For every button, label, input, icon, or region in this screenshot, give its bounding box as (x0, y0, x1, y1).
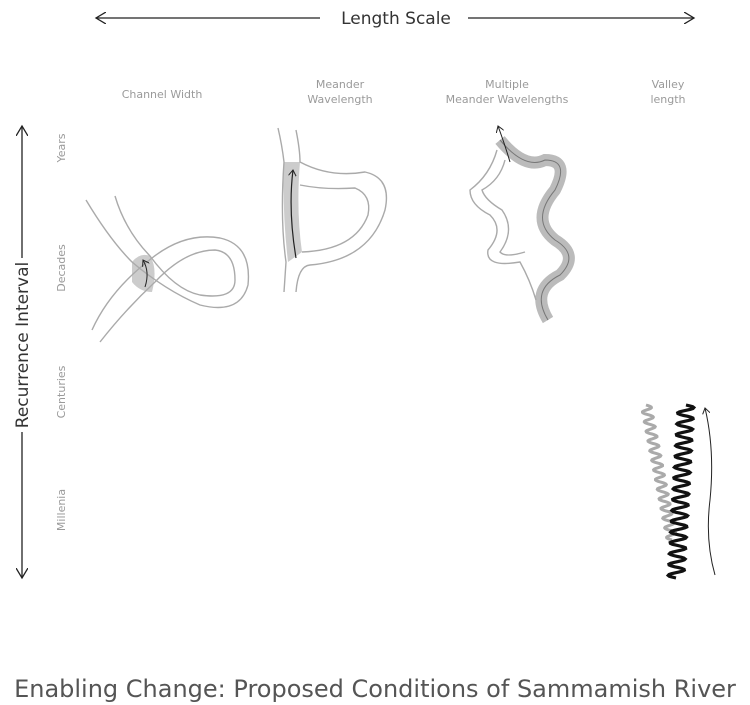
column-label: Multiple (485, 78, 529, 91)
y-axis-label: Recurrence Interval (13, 262, 33, 428)
column-label: Valley (652, 78, 685, 91)
column-label: Wavelength (307, 93, 372, 106)
row-label: Millenia (55, 489, 68, 531)
valley-sketch (643, 405, 716, 578)
row-label: Years (55, 133, 68, 163)
channel-width-sketch (86, 196, 248, 342)
row-label: Decades (55, 244, 68, 292)
column-label: length (650, 93, 685, 106)
x-axis-label: Length Scale (341, 9, 451, 29)
multiple-meander-sketch (470, 126, 569, 320)
diagram: Length Scale Recurrence Interval Years D… (0, 0, 750, 705)
column-label: Channel Width (122, 88, 203, 101)
row-label: Centuries (55, 365, 68, 418)
meander-sketch (278, 128, 386, 292)
footer-title: Enabling Change: Proposed Conditions of … (14, 675, 736, 703)
column-label: Meander Wavelengths (446, 93, 569, 106)
column-label: Meander (316, 78, 365, 91)
